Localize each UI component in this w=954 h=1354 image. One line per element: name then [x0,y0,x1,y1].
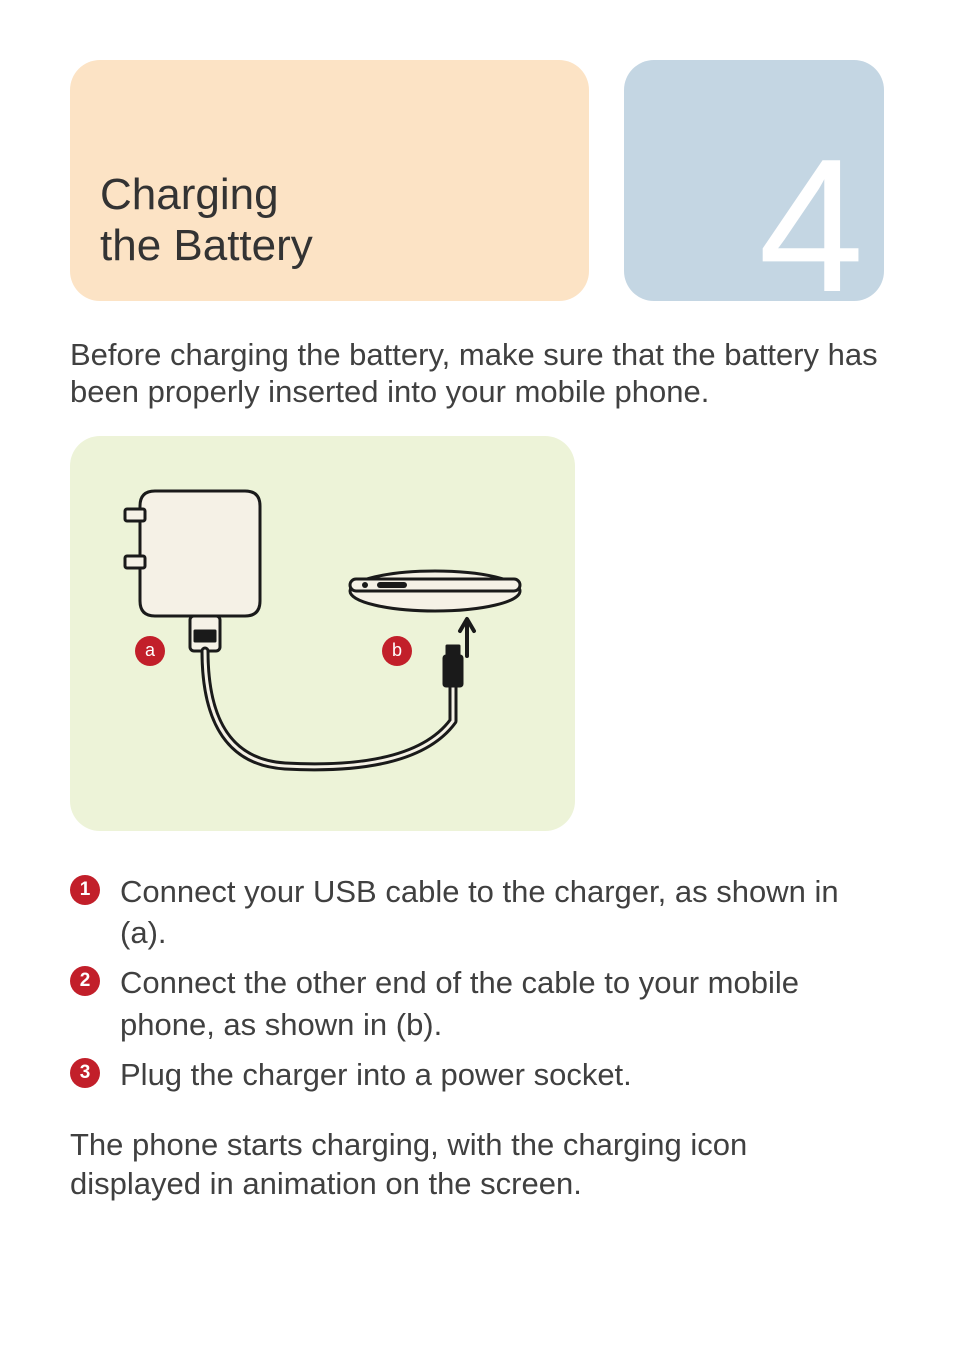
chapter-number: 4 [758,146,864,308]
step-text: Plug the charger into a power socket. [120,1054,884,1096]
step-item: 2 Connect the other end of the cable to … [70,962,884,1046]
title-line-2: the Battery [100,221,313,270]
steps-list: 1 Connect your USB cable to the charger,… [70,871,884,1096]
title-line-1: Charging [100,170,279,219]
diagram-label-b: b [382,636,412,666]
intro-text: Before charging the battery, make sure t… [70,336,884,410]
step-number-badge: 1 [70,875,100,905]
chapter-card: 4 [624,60,884,301]
charger-illustration [95,461,550,806]
closing-text: The phone starts charging, with the char… [70,1126,884,1204]
header-row: Charging the Battery 4 [70,60,884,301]
page-title: Charging the Battery [100,170,313,271]
step-text: Connect your USB cable to the charger, a… [120,871,884,955]
step-item: 3 Plug the charger into a power socket. [70,1054,884,1096]
title-card: Charging the Battery [70,60,589,301]
step-text: Connect the other end of the cable to yo… [120,962,884,1046]
diagram-label-a: a [135,636,165,666]
step-number-badge: 3 [70,1058,100,1088]
charging-diagram: a b [70,436,575,831]
step-number-badge: 2 [70,966,100,996]
step-item: 1 Connect your USB cable to the charger,… [70,871,884,955]
